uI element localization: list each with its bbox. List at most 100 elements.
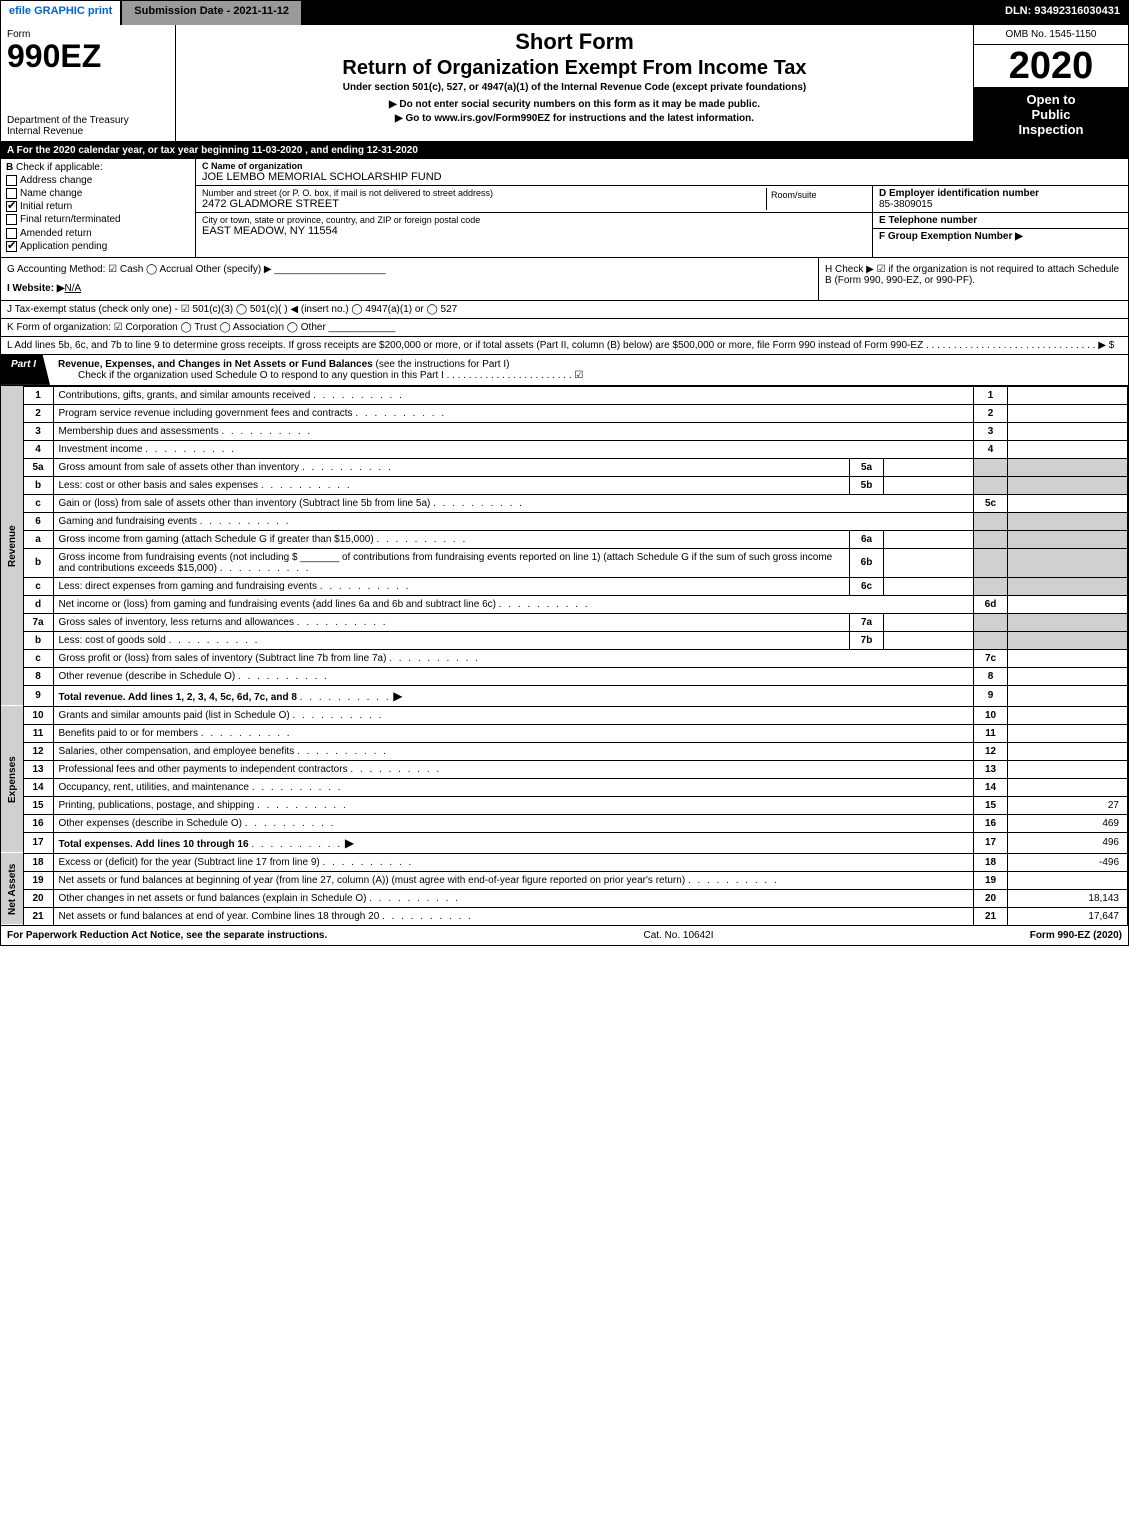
checkbox-icon[interactable] — [6, 175, 17, 186]
line-c: cLess: direct expenses from gaming and f… — [1, 577, 1128, 595]
footer-right-pre: Form — [1030, 930, 1058, 941]
checkbox-final-return-terminated[interactable]: Final return/terminated — [6, 214, 190, 225]
line-number: 7a — [23, 613, 53, 631]
instruction-1: ▶ Do not enter social security numbers o… — [184, 99, 965, 110]
sub-value — [884, 577, 974, 595]
city: EAST MEADOW, NY 11554 — [202, 225, 866, 237]
line-number: 10 — [23, 706, 53, 724]
line-9: 9Total revenue. Add lines 1, 2, 3, 4, 5c… — [1, 685, 1128, 706]
line-description: Contributions, gifts, grants, and simila… — [53, 386, 974, 404]
line-number: 5a — [23, 458, 53, 476]
sub-value — [884, 458, 974, 476]
sub-value — [884, 631, 974, 649]
efile-print-link[interactable]: efile GRAPHIC print — [1, 1, 122, 25]
row-h: H Check ▶ ☑ if the organization is not r… — [818, 258, 1128, 300]
right-value-shade — [1008, 631, 1128, 649]
right-number: 2 — [974, 404, 1008, 422]
form-number: 990EZ — [7, 40, 169, 72]
right-value-shade — [1008, 476, 1128, 494]
room-suite: Room/suite — [766, 188, 866, 210]
right-number-shade — [974, 577, 1008, 595]
instruction-2: ▶ Go to www.irs.gov/Form990EZ for instru… — [184, 113, 965, 124]
part-1-subtitle: Check if the organization used Schedule … — [58, 370, 1120, 381]
line-number: c — [23, 649, 53, 667]
line-15: 15Printing, publications, postage, and s… — [1, 796, 1128, 814]
org-name: JOE LEMBO MEMORIAL SCHOLARSHIP FUND — [202, 171, 1122, 183]
line-description: Occupancy, rent, utilities, and maintena… — [53, 778, 974, 796]
checkbox-icon[interactable] — [6, 241, 17, 252]
right-number: 1 — [974, 386, 1008, 404]
row-g: G Accounting Method: ☑ Cash ◯ Accrual Ot… — [1, 258, 818, 300]
b-check-label: Check if applicable: — [16, 162, 103, 173]
tax-exempt-status: J Tax-exempt status (check only one) - ☑… — [7, 304, 457, 315]
right-value — [1008, 440, 1128, 458]
omb-number: OMB No. 1545-1150 — [974, 25, 1128, 45]
checkbox-address-change[interactable]: Address change — [6, 175, 190, 186]
line-16: 16Other expenses (describe in Schedule O… — [1, 814, 1128, 832]
line-b: bLess: cost of goods sold . . . . . . . … — [1, 631, 1128, 649]
city-label: City or town, state or province, country… — [202, 215, 866, 225]
right-value: -496 — [1008, 853, 1128, 871]
sub-value — [884, 530, 974, 548]
right-value — [1008, 724, 1128, 742]
city-row: City or town, state or province, country… — [196, 213, 872, 239]
side-label-net-assets: Net Assets — [1, 853, 23, 925]
checkbox-name-change[interactable]: Name change — [6, 188, 190, 199]
checkbox-application-pending[interactable]: Application pending — [6, 241, 190, 252]
irs-link[interactable]: www.irs.gov/Form990EZ — [434, 113, 550, 124]
group-exempt-label: F Group Exemption Number ▶ — [879, 231, 1023, 242]
line-18: Net Assets18Excess or (deficit) for the … — [1, 853, 1128, 871]
org-name-row: C Name of organization JOE LEMBO MEMORIA… — [196, 159, 1128, 186]
accounting-method: G Accounting Method: ☑ Cash ◯ Accrual Ot… — [7, 264, 812, 275]
line-14: 14Occupancy, rent, utilities, and mainte… — [1, 778, 1128, 796]
line-19: 19Net assets or fund balances at beginni… — [1, 871, 1128, 889]
line-number: 8 — [23, 667, 53, 685]
line-8: 8Other revenue (describe in Schedule O) … — [1, 667, 1128, 685]
irs: Internal Revenue — [7, 126, 169, 137]
line-description: Gross income from gaming (attach Schedul… — [53, 530, 850, 548]
submission-date: Submission Date - 2021-11-12 — [122, 1, 303, 25]
line-description: Other changes in net assets or fund bala… — [53, 889, 974, 907]
right-number: 19 — [974, 871, 1008, 889]
line-number: 21 — [23, 907, 53, 925]
right-number: 6d — [974, 595, 1008, 613]
section-f: F Group Exemption Number ▶ — [873, 229, 1128, 244]
line-description: Grants and similar amounts paid (list in… — [53, 706, 974, 724]
row-g-h: G Accounting Method: ☑ Cash ◯ Accrual Ot… — [1, 258, 1128, 301]
sections-def: D Employer identification number 85-3809… — [873, 186, 1128, 257]
ein: 85-3809015 — [879, 199, 1122, 210]
row-a-calendar-year: A For the 2020 calendar year, or tax yea… — [1, 142, 1128, 159]
part-1-tab: Part I — [1, 355, 50, 385]
right-value — [1008, 595, 1128, 613]
checkbox-icon[interactable] — [6, 201, 17, 212]
line-number: 12 — [23, 742, 53, 760]
line-number: 9 — [23, 685, 53, 706]
checkbox-icon[interactable] — [6, 188, 17, 199]
line-number: 14 — [23, 778, 53, 796]
header-right: OMB No. 1545-1150 2020 Open to Public In… — [973, 25, 1128, 141]
footer-right: Form 990-EZ (2020) — [1030, 930, 1122, 941]
row-j: J Tax-exempt status (check only one) - ☑… — [1, 301, 1128, 319]
part-1-paren: (see the instructions for Part I) — [376, 359, 510, 370]
right-number: 14 — [974, 778, 1008, 796]
line-12: 12Salaries, other compensation, and empl… — [1, 742, 1128, 760]
line-description: Printing, publications, postage, and shi… — [53, 796, 974, 814]
line-c: cGross profit or (loss) from sales of in… — [1, 649, 1128, 667]
form-footer: For Paperwork Reduction Act Notice, see … — [1, 926, 1128, 945]
section-e: E Telephone number — [873, 213, 1128, 229]
part-1-title: Revenue, Expenses, and Changes in Net As… — [50, 355, 1128, 385]
row-l: L Add lines 5b, 6c, and 7b to line 9 to … — [1, 337, 1128, 355]
checkbox-initial-return[interactable]: Initial return — [6, 201, 190, 212]
side-label-revenue: Revenue — [1, 386, 23, 706]
footer-cat: Cat. No. 10642I — [643, 930, 713, 941]
line-number: c — [23, 494, 53, 512]
checkbox-amended-return[interactable]: Amended return — [6, 228, 190, 239]
line-description: Membership dues and assessments . . . . … — [53, 422, 974, 440]
right-value — [1008, 778, 1128, 796]
line-number: 17 — [23, 832, 53, 853]
checkbox-icon[interactable] — [6, 214, 17, 225]
line-3: 3Membership dues and assessments . . . .… — [1, 422, 1128, 440]
line-number: 20 — [23, 889, 53, 907]
right-number-shade — [974, 548, 1008, 577]
checkbox-icon[interactable] — [6, 228, 17, 239]
